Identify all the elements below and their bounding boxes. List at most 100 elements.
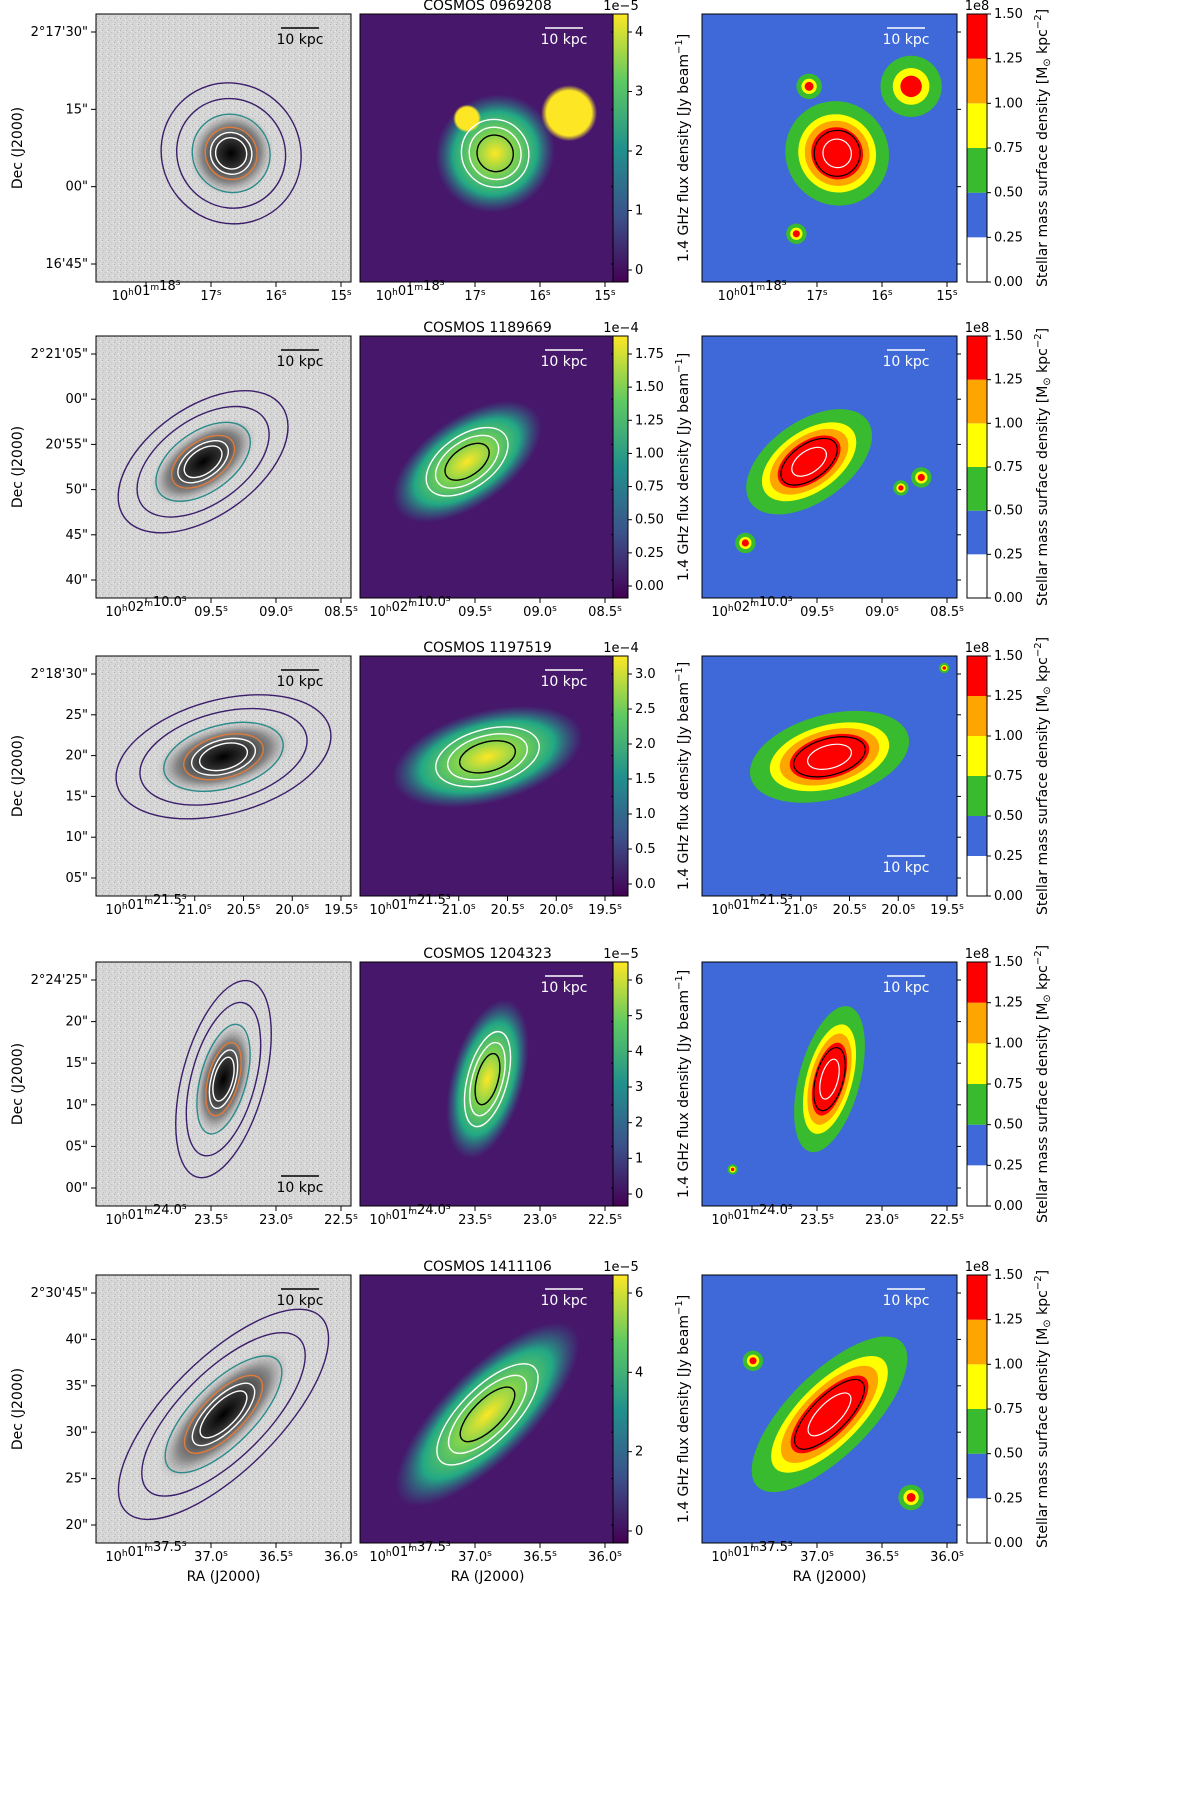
scalebar-label: 10 kpc [277, 1180, 324, 1196]
ra-tick-label: 10h02m10.0s [105, 594, 187, 620]
mass-tick-label: 0.00 [994, 1536, 1023, 1551]
contour-line [177, 440, 229, 484]
flux-tick-label: 2.5 [635, 702, 656, 717]
mass-tick-label: 0.00 [994, 591, 1023, 606]
contour-line [447, 1374, 528, 1454]
ra-tick-label: 10h02m10.0s [369, 594, 451, 620]
flux-colorbar: 1e−4 0.00 0.25 0.50 0.75 1.00 1.25 1.50 1.75 1.4 … [603, 321, 692, 599]
mass-colorbar-segment [967, 423, 987, 467]
contour-line [175, 97, 287, 209]
flux-tick-label: 1 [635, 204, 643, 219]
mass-tick-label: 1.00 [994, 96, 1023, 111]
mass-colorbar: 1e8 0.00 0.25 0.50 0.75 1.00 1.25 1.50 Stellar m… [965, 637, 1053, 915]
mass-colorbar-segment [967, 1084, 987, 1125]
contour-line [447, 733, 528, 781]
ra-tick-label: 36.5s [865, 1549, 899, 1565]
panel-title: COSMOS 1189669 [423, 320, 551, 336]
ra-tick-label: 09.0s [865, 604, 899, 620]
flux-tick-label: 1.25 [635, 413, 664, 428]
dec-tick-label: 10" [65, 1098, 88, 1113]
mass-colorbar: 1e8 0.00 0.25 0.50 0.75 1.00 1.25 1.50 Stellar m… [965, 1260, 1053, 1551]
ra-tick-label: 10h01m18s [376, 278, 445, 304]
flux-colorbar-scale [612, 335, 629, 599]
flux-colorbar-scale [612, 961, 629, 1207]
mass-tick-label: 0.75 [994, 1402, 1023, 1417]
mass-tick-label: 0.50 [994, 809, 1023, 824]
y-axis-label: Dec (J2000) [10, 426, 26, 508]
dec-tick-label: 2°21'05" [31, 347, 88, 362]
mass-tick-label: 0.75 [994, 141, 1023, 156]
x-axis-label: RA (J2000) [451, 1569, 525, 1585]
flux-colorbar: 1e−5 0 2 4 6 1.4 GHz flux density [Jy beam−1] [603, 1260, 692, 1544]
mass-tick-label: 1.00 [994, 416, 1023, 431]
contour-line [807, 743, 852, 770]
ra-tick-label: 08.5s [588, 604, 622, 620]
contour-line [117, 1308, 330, 1521]
ra-tick-label: 23.5s [458, 1212, 492, 1228]
ra-tick-label: 20.5s [833, 902, 867, 918]
scalebar-label: 10 kpc [277, 674, 324, 690]
mass-level [741, 539, 749, 547]
ra-tick-label: 09.5s [800, 604, 834, 620]
contour-line [474, 1052, 501, 1106]
mass-exponent: 1e8 [965, 321, 990, 336]
dec-tick-label: 20" [65, 1015, 88, 1030]
mass-level [792, 230, 800, 238]
ra-tick-label: 10h01m37.5s [369, 1539, 451, 1565]
flux-axis-label: 1.4 GHz flux density [Jy beam−1] [674, 353, 692, 581]
dec-tick-label: 10" [65, 830, 88, 845]
row-2: COSMOS 1189669 10 kpc 10 kpc 10 kpc 2°21'05"… [10, 320, 1053, 620]
scalebar-label: 10 kpc [883, 860, 930, 876]
radio-panel: COSMOS 0969208 [359, 0, 616, 283]
mass-axis-label: Stellar mass surface density [M⊙ kpc−2] [1033, 1270, 1053, 1548]
ra-tick-label: 21.0s [784, 902, 818, 918]
optical-frame [95, 1274, 352, 1544]
ra-tick-label: 20.0s [539, 902, 573, 918]
optical-frame [95, 961, 352, 1207]
radio-source [453, 104, 482, 133]
contour-line [425, 426, 509, 497]
mass-panel [701, 1274, 958, 1544]
mass-colorbar-segment [967, 1364, 987, 1409]
contour-line [780, 437, 838, 486]
mass-level [917, 473, 925, 482]
flux-tick-label: 4 [635, 1365, 643, 1380]
radio-source [541, 85, 598, 142]
scalebar-label: 10 kpc [277, 1293, 324, 1309]
ra-tick-label: 09.5s [194, 604, 228, 620]
mass-colorbar-segment [967, 696, 987, 736]
ra-tick-label: 15s [936, 288, 958, 304]
flux-tick-label: 5 [635, 1009, 643, 1024]
ra-tick-label: 22.5s [588, 1212, 622, 1228]
dec-tick-label: 20'55" [45, 437, 88, 452]
contour-line [164, 1355, 283, 1474]
ra-tick-label: 17s [200, 288, 222, 304]
mass-level [777, 435, 841, 489]
scalebar-label: 10 kpc [541, 1293, 588, 1309]
mass-tick-label: 0.50 [994, 1118, 1023, 1133]
radio-panel: COSMOS 1411106 [359, 1259, 616, 1544]
ra-tick-label: 08.5s [324, 604, 358, 620]
contour-line [434, 434, 500, 489]
flux-tick-label: 0.5 [635, 842, 656, 857]
mass-colorbar-segment [967, 148, 987, 193]
mass-tick-label: 0.75 [994, 769, 1023, 784]
ra-tick-label: 16s [529, 288, 551, 304]
mass-colorbar-segment [967, 58, 987, 104]
contour-line [458, 740, 517, 774]
contour-line [155, 421, 251, 502]
mass-tick-label: 1.00 [994, 1357, 1023, 1372]
scalebar-label: 10 kpc [277, 32, 324, 48]
dec-tick-label: 16'45" [45, 257, 88, 272]
mass-tick-label: 1.25 [994, 1313, 1023, 1328]
flux-colorbar: 1e−5 0 1 2 3 4 5 6 1.4 GHz flux density [Jy beam… [603, 947, 692, 1207]
mass-colorbar-segment [967, 656, 987, 696]
dec-tick-label: 25" [65, 708, 88, 723]
mass-tick-label: 1.25 [994, 52, 1023, 67]
mass-tick-label: 0.50 [994, 186, 1023, 201]
dec-tick-label: 40" [65, 573, 88, 588]
dec-tick-label: 05" [65, 1139, 88, 1154]
panel-title: COSMOS 1204323 [423, 946, 551, 962]
mass-tick-label: 1.00 [994, 729, 1023, 744]
mass-level [906, 1492, 916, 1502]
